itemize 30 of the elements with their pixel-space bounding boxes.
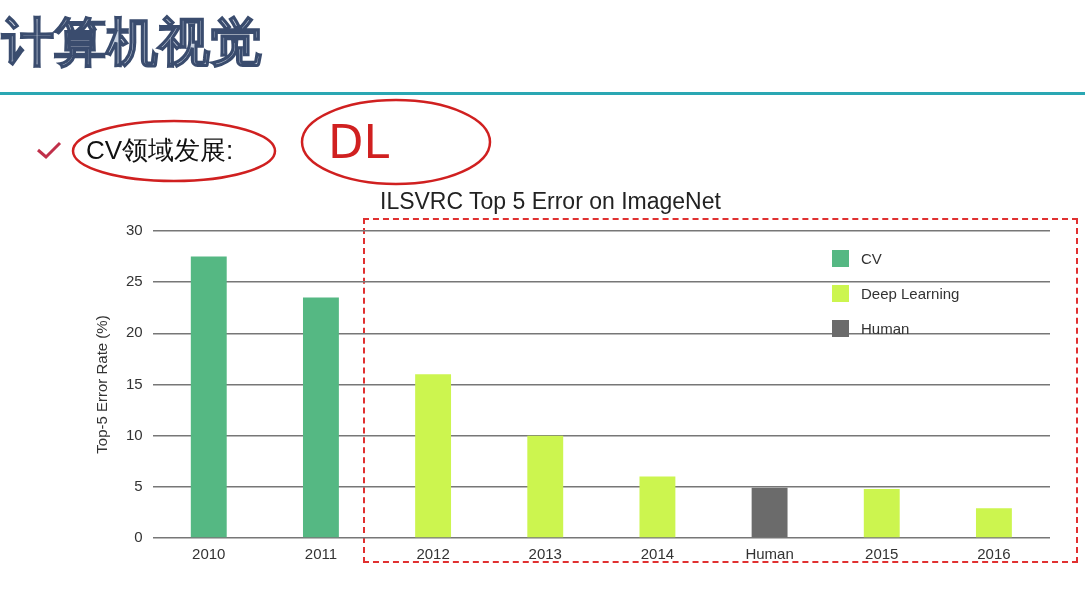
x-tick-label: 2013 — [528, 545, 562, 563]
y-tick-label: 15 — [126, 374, 143, 392]
text: 计算机视觉 — [2, 10, 262, 74]
x-tick-label: 2011 — [304, 545, 338, 563]
legend-label: Human — [861, 319, 910, 337]
bar — [975, 508, 1012, 538]
x-tick-label: 2012 — [416, 545, 450, 563]
bar — [639, 476, 676, 538]
y-tick-label: 30 — [126, 221, 143, 239]
x-tick-label: Human — [745, 545, 794, 563]
y-tick-label: 20 — [126, 323, 143, 341]
y-tick-label: 5 — [134, 476, 143, 494]
x-tick-label: 2016 — [977, 545, 1011, 563]
text: DL — [328, 115, 390, 169]
bar — [302, 297, 339, 538]
y-tick-label: 25 — [126, 272, 143, 290]
y-axis-title: Top-5 Error Rate (%) — [93, 315, 111, 454]
x-tick-label: 2014 — [640, 545, 675, 563]
x-tick-label: 2015 — [865, 545, 899, 563]
y-tick-label: 0 — [134, 528, 143, 546]
bar — [527, 435, 564, 538]
x-tick-label: 2010 — [192, 545, 226, 563]
legend-label: Deep Learning — [861, 284, 960, 302]
bar — [415, 374, 452, 538]
text: CV领域发展: — [86, 134, 234, 167]
bar — [863, 488, 900, 538]
chart-title: ILSVRC Top 5 Error on ImageNet — [380, 188, 721, 215]
y-tick-label: 10 — [126, 425, 143, 443]
bar — [190, 256, 227, 538]
legend-label: CV — [861, 249, 882, 267]
